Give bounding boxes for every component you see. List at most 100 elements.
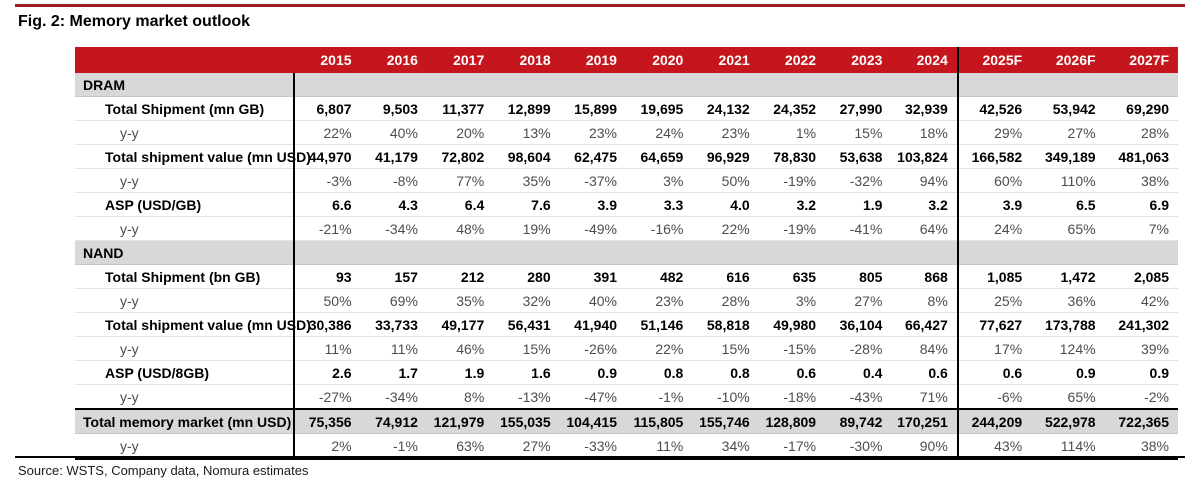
data-cell: 11%: [360, 336, 427, 361]
year-column-header: 2021: [692, 47, 759, 73]
table-row: y-y 11% 11% 46% 15% -26% 22% 15% -15% -28% 84% 17% 1…: [75, 336, 1178, 361]
data-cell: 77%: [426, 168, 494, 193]
data-cell: 41,179: [360, 144, 427, 169]
data-cell: 51,146: [625, 312, 693, 337]
data-cell: 36,104: [825, 312, 892, 337]
data-cell: 58,818: [692, 312, 759, 337]
data-cell: 482: [625, 264, 693, 289]
data-cell: 157: [360, 264, 427, 289]
data-cell: 28%: [692, 288, 759, 313]
data-cell: -47%: [559, 384, 626, 410]
data-cell: 6.9: [1104, 192, 1178, 217]
data-cell: 77,627: [956, 312, 1032, 337]
data-cell: 0.9: [1104, 360, 1178, 385]
row-label: Total shipment value (mn USD): [75, 312, 311, 337]
data-cell: 3.2: [758, 192, 826, 217]
data-cell: 1.6: [493, 360, 560, 385]
data-cell: 34%: [692, 433, 759, 460]
label-column-header: [75, 47, 295, 73]
data-cell: 244,209: [956, 408, 1032, 434]
row-label: Total Shipment (mn GB): [75, 96, 295, 121]
data-cell: 0.9: [559, 360, 626, 385]
table-row: y-y 22% 40% 20% 13% 23% 24% 23% 1% 15% 18% 29% 27% 28…: [75, 120, 1178, 145]
data-cell: 805: [825, 264, 892, 289]
data-cell: -8%: [360, 168, 427, 193]
data-cell: 114%: [1031, 433, 1105, 460]
row-label: y-y: [75, 120, 295, 145]
data-cell: -13%: [493, 384, 560, 410]
data-cell: 42,526: [956, 96, 1032, 121]
data-cell: 33,733: [360, 312, 427, 337]
data-cell: 78,830: [758, 144, 826, 169]
data-cell: 27%: [1031, 120, 1105, 145]
data-cell: 53,638: [825, 144, 892, 169]
data-cell: 60%: [956, 168, 1032, 193]
data-cell: 103,824: [891, 144, 958, 169]
data-cell: 18%: [891, 120, 958, 145]
table-container: 2015 2016 2017 2018 2019 2020 2021 2022 2023 2024…: [75, 47, 1178, 460]
data-cell: -26%: [559, 336, 626, 361]
data-cell: 94%: [891, 168, 958, 193]
data-cell: -21%: [293, 216, 361, 241]
data-cell: -3%: [293, 168, 361, 193]
data-cell: 46%: [426, 336, 494, 361]
data-cell: 0.4: [825, 360, 892, 385]
data-cell: 28%: [1104, 120, 1178, 145]
data-cell: 50%: [692, 168, 759, 193]
data-cell: -27%: [293, 384, 361, 410]
data-cell: -16%: [625, 216, 693, 241]
data-cell: 24,352: [758, 96, 826, 121]
data-cell: 98,604: [493, 144, 560, 169]
data-cell: 32%: [493, 288, 560, 313]
year-column-header: 2026F: [1031, 47, 1105, 73]
row-label: y-y: [75, 168, 295, 193]
year-column-header: 2027F: [1104, 47, 1178, 73]
table-row: y-y -3% -8% 77% 35% -37% 3% 50% -19% -32% 94% 60% 11…: [75, 168, 1178, 193]
data-cell: 3.3: [625, 192, 693, 217]
data-cell: 53,942: [1031, 96, 1105, 121]
data-cell: -37%: [559, 168, 626, 193]
data-cell: 3%: [758, 288, 826, 313]
data-cell: 35%: [426, 288, 494, 313]
data-cell: 1%: [758, 120, 826, 145]
data-cell: 170,251: [891, 408, 958, 434]
data-cell: -19%: [758, 216, 826, 241]
data-cell: 62,475: [559, 144, 626, 169]
data-cell: -1%: [625, 384, 693, 410]
table-row: y-y 2% -1% 63% 27% -33% 11% 34% -17% -30% 90% 43% 11…: [75, 433, 1178, 460]
data-cell: 65%: [1031, 216, 1105, 241]
data-cell: 1.9: [426, 360, 494, 385]
data-cell: 48%: [426, 216, 494, 241]
data-cell: 56,431: [493, 312, 560, 337]
data-cell: 29%: [956, 120, 1032, 145]
data-cell: 3%: [625, 168, 693, 193]
data-cell: 25%: [956, 288, 1032, 313]
data-cell: -15%: [758, 336, 826, 361]
data-cell: 349,189: [1031, 144, 1105, 169]
data-cell: 0.9: [1031, 360, 1105, 385]
data-cell: 0.6: [891, 360, 958, 385]
data-cell: 13%: [493, 120, 560, 145]
table-row: ASP (USD/8GB) 2.6 1.7 1.9 1.6 0.9 0.8 0.8 0.6 0.4…: [75, 360, 1178, 385]
data-cell: 1,472: [1031, 264, 1105, 289]
section-band-forecast: [956, 73, 1178, 97]
data-cell: -10%: [692, 384, 759, 410]
data-cell: 7.6: [493, 192, 560, 217]
year-column-header: 2020: [625, 47, 693, 73]
year-column-header: 2018: [493, 47, 560, 73]
data-cell: 4.0: [692, 192, 759, 217]
data-cell: 391: [559, 264, 626, 289]
data-cell: -49%: [559, 216, 626, 241]
data-cell: 41,940: [559, 312, 626, 337]
section-header-dram: DRAM: [75, 73, 1178, 97]
data-cell: 75,356: [293, 408, 361, 434]
year-column-header: 2024: [891, 47, 958, 73]
data-cell: 17%: [956, 336, 1032, 361]
data-cell: 2.6: [293, 360, 361, 385]
data-cell: 173,788: [1031, 312, 1105, 337]
data-cell: -32%: [825, 168, 892, 193]
row-label: y-y: [75, 336, 295, 361]
data-cell: 38%: [1104, 168, 1178, 193]
data-cell: 155,035: [493, 408, 560, 434]
data-cell: 12,899: [493, 96, 560, 121]
